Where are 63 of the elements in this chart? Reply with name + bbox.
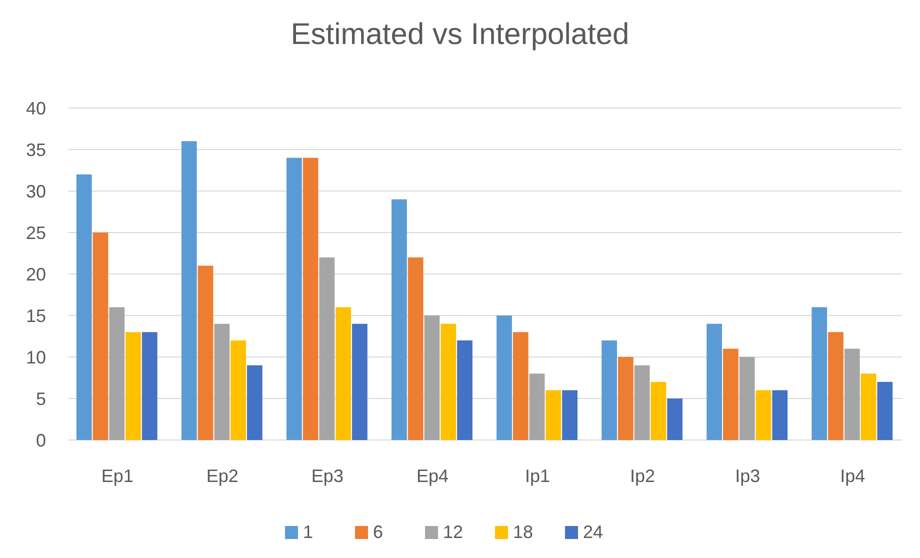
bar xyxy=(408,257,424,440)
x-tick-label: Ep4 xyxy=(416,466,448,486)
x-tick-label: Ep1 xyxy=(101,466,134,486)
bar xyxy=(286,158,302,440)
bar xyxy=(76,174,92,440)
bar xyxy=(126,332,141,440)
bar xyxy=(92,232,108,440)
legend-label: 18 xyxy=(513,522,534,542)
bar xyxy=(877,382,893,440)
x-tick-label: Ip2 xyxy=(630,466,656,486)
y-tick-label: 5 xyxy=(36,388,46,409)
legend-label: 12 xyxy=(443,522,464,542)
y-tick-label: 10 xyxy=(26,347,46,368)
legend-label: 24 xyxy=(583,522,604,542)
bar xyxy=(319,257,335,440)
bar xyxy=(230,340,246,440)
x-tick-label: Ep3 xyxy=(311,466,344,486)
bar xyxy=(650,382,666,440)
y-tick-label: 20 xyxy=(26,264,46,284)
bar xyxy=(602,340,617,440)
x-tick-label: Ep2 xyxy=(206,466,238,486)
y-tick-label: 40 xyxy=(26,98,46,118)
bar xyxy=(246,365,262,440)
legend-label: 1 xyxy=(303,522,314,542)
bar xyxy=(562,390,578,440)
y-tick-label: 30 xyxy=(26,181,46,202)
x-tick-label: Ip4 xyxy=(840,466,866,486)
y-tick-label: 0 xyxy=(36,430,46,450)
bar xyxy=(812,307,828,440)
bar xyxy=(496,316,512,440)
bar xyxy=(457,340,472,440)
bar xyxy=(546,390,562,440)
bar xyxy=(392,199,407,440)
bar xyxy=(302,158,318,440)
bar xyxy=(756,390,772,440)
bar xyxy=(198,266,214,440)
bar xyxy=(109,307,125,440)
y-tick-label: 35 xyxy=(26,140,46,160)
bar xyxy=(529,374,545,440)
bar xyxy=(142,332,158,440)
bar xyxy=(352,324,368,440)
bar xyxy=(181,141,197,440)
bar xyxy=(860,374,876,440)
x-tick-label: Ip3 xyxy=(735,466,760,486)
bar xyxy=(723,348,738,440)
bar xyxy=(828,332,844,440)
bar xyxy=(214,324,230,440)
bar xyxy=(440,324,456,440)
bar xyxy=(512,332,528,440)
bar xyxy=(706,324,722,440)
bar xyxy=(618,357,634,440)
bar xyxy=(772,390,788,440)
bar xyxy=(667,398,683,440)
legend-label: 6 xyxy=(373,522,384,542)
bar xyxy=(844,348,860,440)
x-tick-label: Ip1 xyxy=(525,466,550,486)
bar xyxy=(739,357,755,440)
bar xyxy=(424,316,440,440)
bar xyxy=(336,307,352,440)
chart-title: Estimated vs Interpolated xyxy=(290,18,630,51)
bar xyxy=(634,365,650,440)
y-tick-label: 15 xyxy=(26,306,46,326)
y-tick-label: 25 xyxy=(26,222,46,243)
